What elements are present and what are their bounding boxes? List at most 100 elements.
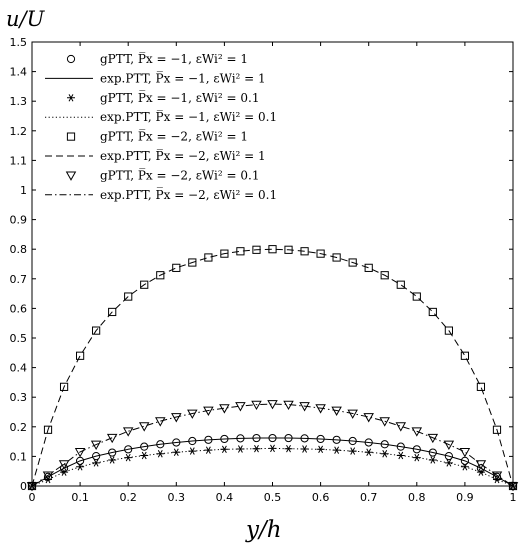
data-point	[476, 468, 485, 476]
x-axis-label: y/h	[245, 517, 282, 543]
legend-label: exp.PTT, P̅x = −2, εWi² = 0.1	[100, 187, 277, 202]
x-tick-label: 1	[510, 491, 517, 504]
legend-item: exp.PTT, P̅x = −1, εWi² = 0.1	[45, 109, 277, 124]
x-tick-label: 0.7	[360, 491, 378, 504]
data-point	[348, 258, 357, 267]
legend-marker-swatch	[65, 171, 77, 181]
legend-label: exp.PTT, P̅x = −1, εWi² = 0.1	[100, 109, 277, 124]
x-tick-label: 0.5	[264, 491, 282, 504]
data-point	[284, 444, 293, 453]
data-point	[364, 263, 373, 272]
y-tick-label: 0.2	[10, 421, 28, 434]
data-point	[492, 425, 502, 434]
y-tick-label: 0.5	[10, 332, 28, 345]
x-tick-label: 0.8	[408, 491, 426, 504]
data-point	[138, 422, 150, 432]
legend-label: gPTT, P̅x = −1, εWi² = 1	[100, 51, 248, 66]
data-point	[156, 271, 165, 280]
data-point	[171, 413, 182, 423]
data-point	[412, 445, 421, 454]
data-point	[379, 417, 390, 427]
y-tick-label: 0.3	[10, 391, 28, 404]
data-point	[396, 442, 405, 451]
series-line	[31, 248, 514, 487]
data-point	[92, 452, 101, 461]
legend-item: exp.PTT, P̅x = −2, εWi² = 1	[45, 148, 266, 163]
data-point	[172, 263, 181, 272]
series-line	[31, 437, 514, 487]
series-line	[31, 447, 514, 487]
x-tick-label: 0.2	[119, 491, 137, 504]
legend-marker-swatch	[67, 94, 75, 102]
data-point	[316, 249, 325, 258]
series-6	[31, 248, 514, 487]
series-2	[31, 437, 514, 487]
data-point	[124, 292, 133, 301]
data-point	[444, 452, 453, 461]
legend: gPTT, P̅x = −1, εWi² = 1 exp.PTT, P̅x = −…	[45, 51, 277, 202]
legend-item: exp.PTT, P̅x = −1, εWi² = 1	[45, 70, 266, 85]
y-tick-label: 0.4	[10, 362, 28, 375]
data-point	[140, 280, 149, 289]
x-tick-label: 0.9	[456, 491, 474, 504]
data-point	[347, 409, 358, 419]
data-point	[140, 442, 149, 451]
data-point	[43, 425, 53, 434]
legend-label: exp.PTT, P̅x = −2, εWi² = 1	[100, 148, 266, 163]
x-tick-label: 0	[29, 491, 36, 504]
y-tick-label: 0.8	[10, 243, 28, 256]
y-tick-label: 0	[20, 480, 27, 493]
data-point	[74, 448, 86, 458]
data-point	[475, 460, 487, 470]
legend-item: gPTT, P̅x = −2, εWi² = 1	[66, 128, 248, 144]
series-8	[31, 403, 514, 487]
legend-marker-swatch	[66, 132, 76, 141]
data-point	[42, 471, 54, 481]
legend-label: gPTT, P̅x = −2, εWi² = 0.1	[100, 167, 259, 182]
y-tick-label: 1.4	[10, 66, 28, 79]
data-point	[122, 427, 134, 437]
data-point	[108, 307, 117, 317]
y-tick-label: 1.5	[10, 36, 28, 49]
legend-item: exp.PTT, P̅x = −2, εWi² = 0.1	[45, 187, 277, 202]
y-tick-label: 0.1	[10, 450, 28, 463]
y-axis-label: u/U	[6, 7, 46, 31]
y-tick-label: 1.1	[10, 154, 28, 167]
y-tick-label: 0.6	[10, 302, 28, 315]
data-point	[76, 463, 85, 471]
data-point	[491, 471, 503, 481]
x-tick-label: 0.3	[168, 491, 186, 504]
data-point	[332, 253, 341, 262]
data-point	[155, 417, 166, 427]
data-point	[188, 258, 197, 267]
x-tick-label: 0.1	[71, 491, 89, 504]
data-point	[60, 468, 69, 476]
data-point	[76, 351, 85, 360]
y-tick-label: 0.7	[10, 273, 28, 286]
data-point	[428, 448, 437, 457]
plot-frame	[31, 41, 514, 487]
data-point	[476, 382, 486, 391]
series-line	[31, 403, 514, 487]
series-4	[31, 447, 514, 487]
data-point	[251, 400, 262, 411]
data-point	[444, 459, 453, 467]
data-point	[396, 280, 405, 289]
data-point	[443, 440, 455, 450]
data-point	[92, 459, 101, 467]
data-point	[58, 460, 70, 470]
data-point	[380, 271, 389, 280]
data-point	[204, 253, 213, 262]
data-point	[428, 307, 437, 317]
legend-marker-swatch	[66, 54, 76, 64]
data-point	[460, 351, 469, 360]
data-point	[124, 445, 133, 454]
legend-label: exp.PTT, P̅x = −1, εWi² = 1	[100, 70, 266, 85]
data-point	[92, 326, 101, 335]
data-point	[412, 292, 421, 301]
data-point	[108, 448, 117, 457]
y-axis-ticks: 0 0.1 0.2 0.3 0.4 0.5 0.6 0.7 0.8 0.9 1 1.1 1.2 1.3 1.…	[10, 36, 513, 493]
x-tick-label: 0.6	[312, 491, 330, 504]
